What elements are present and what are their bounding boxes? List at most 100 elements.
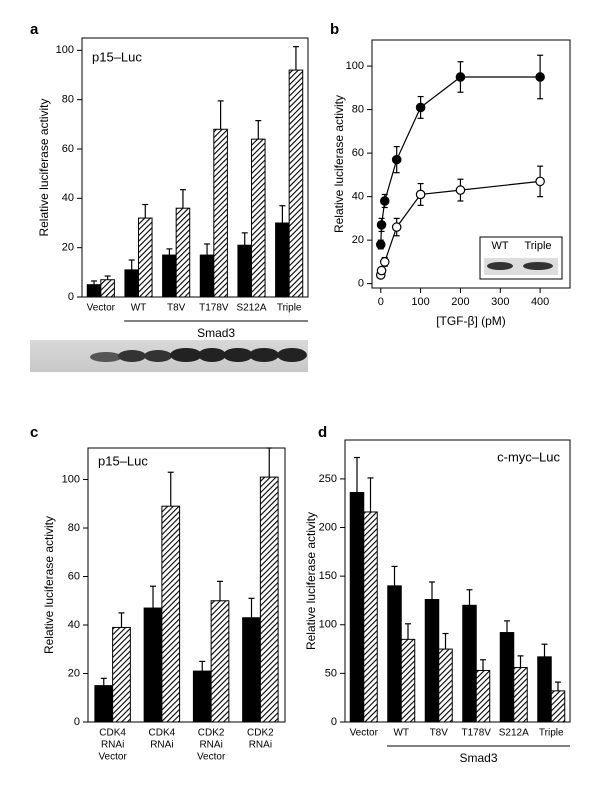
y-tick-label: 100 [62,473,80,485]
bar [438,648,453,723]
x-tick-label: 300 [491,296,509,308]
y-tick-label: 20 [68,667,80,679]
bar [363,511,378,723]
annotation: c-myc–Luc [497,449,560,464]
annotation: p15–Luc [92,49,142,64]
bar [259,476,279,723]
bar [513,667,528,723]
marker [376,220,387,230]
x-tick-label: Vector [87,303,116,314]
x-tick-label: Triple [539,728,564,739]
western-blot [30,340,308,372]
marker [391,154,402,165]
series-line [380,76,541,245]
bar [387,585,402,723]
bar [237,244,253,298]
x-tick-label: Triple [277,303,302,314]
marker [379,196,390,206]
bar [100,279,115,298]
x-tick-label: RNAi [101,740,124,751]
y-tick-label: 20 [62,242,74,254]
bar [112,626,131,723]
inset-label: WT [491,240,508,252]
bar [288,69,304,298]
x-tick-label: Vector [98,752,127,763]
plot-frame [344,439,571,723]
marker [535,176,545,187]
panel-letter: a [30,21,39,38]
group-label: Smad3 [197,326,235,340]
y-tick-label: 0 [68,291,74,303]
bar [400,638,416,723]
y-tick-label: 20 [352,234,364,246]
x-tick-label: T8V [430,728,449,739]
x-tick-label: RNAi [150,740,173,751]
y-axis-label: Relative luciferase activity [37,98,51,236]
x-axis-label: [TGF-β] (pM) [436,314,506,328]
marker [391,222,402,232]
bar [213,128,228,298]
x-tick-label: Vector [350,728,379,739]
x-tick-label: CDK2 [198,728,225,739]
marker [535,72,545,82]
bar [199,254,215,298]
x-tick-label: 400 [531,296,549,308]
x-tick-label: T178V [462,728,492,739]
x-tick-label: T178V [199,303,229,314]
x-tick-label: CDK2 [247,728,274,739]
y-tick-label: 100 [319,619,337,631]
bar [424,598,440,723]
y-tick-label: 100 [346,60,364,72]
x-tick-label: 100 [411,296,429,308]
marker [455,185,466,195]
x-tick-label: 0 [378,296,384,308]
plot-frame [81,37,309,298]
y-tick-label: 80 [62,94,74,106]
y-tick-label: 150 [319,570,337,582]
bar [537,656,552,723]
bar [86,284,102,298]
y-tick-label: 60 [352,147,364,159]
bar [462,604,477,723]
bar [251,138,266,298]
y-tick-label: 80 [68,522,80,534]
y-tick-label: 40 [68,619,80,631]
marker [376,265,387,276]
marker [455,72,466,82]
x-tick-label: S212A [236,303,266,314]
x-tick-label: WT [393,728,409,739]
y-axis-label: Relative luciferase activity [332,95,346,233]
inset-blot [479,236,563,280]
marker [415,189,426,200]
bar [94,685,114,723]
y-tick-label: 0 [331,716,337,728]
bar [175,207,191,298]
marker [415,102,426,113]
y-tick-label: 80 [352,104,364,116]
x-tick-label: CDK4 [149,728,176,739]
x-tick-label: 200 [451,296,469,308]
bar [550,690,566,723]
x-tick-label: T8V [167,303,186,314]
x-tick-label: Vector [197,752,226,763]
bar [275,222,290,298]
marker [375,239,386,250]
y-tick-label: 0 [74,716,80,728]
inset-label: Triple [524,240,551,252]
y-tick-label: 40 [62,192,74,204]
x-tick-label: RNAi [199,740,222,751]
bar [143,607,163,723]
y-tick-label: 200 [319,521,337,533]
plot-frame [87,447,286,723]
panel-letter: b [330,21,339,38]
bar [124,269,140,298]
plot-frame [371,39,571,289]
y-axis-label: Relative luciferase activity [304,512,318,650]
bar [349,492,365,723]
bar [161,505,181,723]
x-tick-label: WT [131,303,147,314]
bar [138,217,153,298]
panel-letter: c [30,424,38,441]
marker [379,257,390,267]
